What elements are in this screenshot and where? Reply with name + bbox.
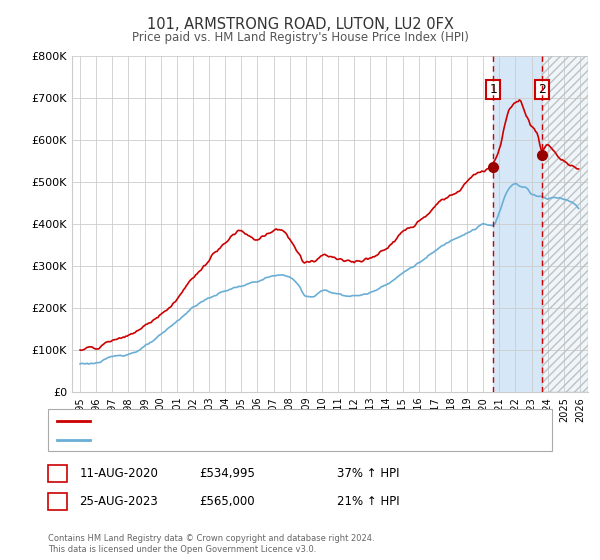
Text: HPI: Average price, detached house, Luton: HPI: Average price, detached house, Luto…	[96, 435, 318, 445]
Text: 1: 1	[489, 83, 497, 96]
Text: £534,995: £534,995	[199, 466, 255, 480]
Text: 21% ↑ HPI: 21% ↑ HPI	[337, 494, 400, 508]
Text: 37% ↑ HPI: 37% ↑ HPI	[337, 466, 400, 480]
Text: 1: 1	[54, 466, 61, 480]
Text: This data is licensed under the Open Government Licence v3.0.: This data is licensed under the Open Gov…	[48, 545, 316, 554]
Bar	[493, 56, 542, 392]
Text: 2: 2	[538, 83, 546, 96]
Text: 25-AUG-2023: 25-AUG-2023	[79, 494, 158, 508]
Text: Contains HM Land Registry data © Crown copyright and database right 2024.: Contains HM Land Registry data © Crown c…	[48, 534, 374, 543]
Bar	[542, 56, 588, 392]
Text: 11-AUG-2020: 11-AUG-2020	[79, 466, 158, 480]
Text: 101, ARMSTRONG ROAD, LUTON, LU2 0FX: 101, ARMSTRONG ROAD, LUTON, LU2 0FX	[146, 17, 454, 32]
Text: Price paid vs. HM Land Registry's House Price Index (HPI): Price paid vs. HM Land Registry's House …	[131, 31, 469, 44]
Text: £565,000: £565,000	[199, 494, 255, 508]
Bar	[542, 56, 588, 392]
Text: 2: 2	[54, 494, 61, 508]
Text: 101, ARMSTRONG ROAD, LUTON, LU2 0FX (detached house): 101, ARMSTRONG ROAD, LUTON, LU2 0FX (det…	[96, 416, 409, 426]
